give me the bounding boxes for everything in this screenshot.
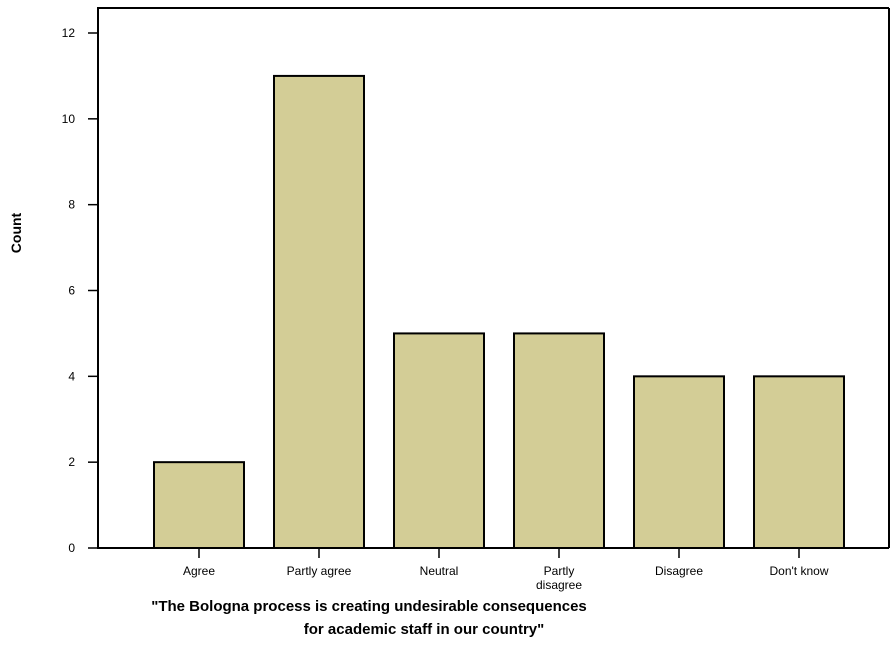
x-tick-label: Partly (544, 564, 575, 578)
y-tick-label: 2 (68, 455, 75, 469)
x-tick-label: Neutral (420, 564, 459, 578)
bar (153, 461, 245, 549)
bar (753, 375, 845, 550)
bars (153, 74, 845, 550)
y-tick-label: 8 (68, 198, 75, 212)
bar (393, 332, 485, 549)
y-tick-label: 10 (62, 112, 76, 126)
x-axis-title-line-1: "The Bologna process is creating undesir… (151, 598, 587, 615)
bar (513, 332, 605, 549)
x-tick-label: Partly agree (287, 564, 352, 578)
x-tick-label: disagree (536, 578, 582, 592)
y-tick-label: 0 (68, 541, 75, 555)
bar (633, 375, 725, 550)
y-tick-label: 6 (68, 284, 75, 298)
x-tick-label: Disagree (655, 564, 703, 578)
y-axis-ticks: 0 2 4 6 8 10 12 (62, 26, 98, 555)
x-tick-label: Agree (183, 564, 215, 578)
axes (97, 7, 890, 549)
y-tick-label: 4 (68, 369, 75, 383)
y-tick-label: 12 (62, 26, 76, 40)
bar (273, 74, 365, 550)
x-tick-label: Don't know (770, 564, 829, 578)
y-axis-title: Count (8, 212, 24, 253)
x-axis-title-line-2: for academic staff in our country" (304, 621, 545, 638)
